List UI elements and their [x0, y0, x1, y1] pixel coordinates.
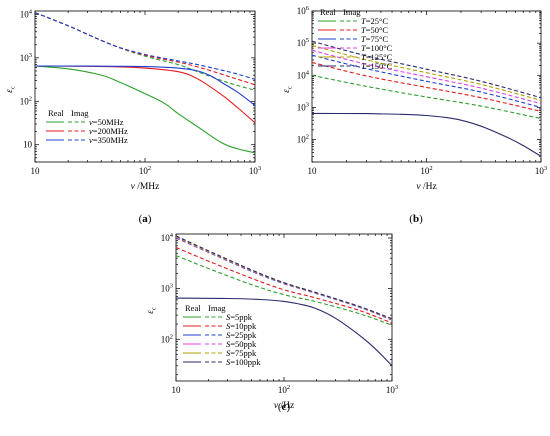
y-tick-label: 103: [297, 101, 309, 112]
y-tick-label: 106: [297, 5, 310, 16]
panel-label: (a): [139, 213, 152, 225]
series-5-imag-line: [312, 45, 541, 100]
y-tick-label: 104: [297, 69, 310, 80]
x-axis-label: v /Hz: [416, 182, 436, 192]
real-curve: [312, 113, 541, 156]
x-tick-label: 102: [420, 165, 432, 176]
y-tick-label: 102: [20, 95, 32, 106]
x-tick-label: 103: [249, 165, 261, 176]
x-tick-label: 10: [308, 166, 318, 176]
y-axis-label: εc: [282, 86, 294, 93]
legend-header-imag: Imag: [71, 108, 89, 118]
legend: Real ImagS=5ppkS=10ppkS=25ppkS=50ppkS=75p…: [183, 303, 261, 367]
x-tick-label: 10: [31, 166, 41, 176]
panel-label: (c): [278, 401, 291, 413]
legend: Real ImagT=25°CT=50°CT=75°CT=100°CT=125°C…: [318, 7, 393, 71]
series-3-real-line: [35, 66, 255, 106]
legend-header-real: Real: [48, 108, 64, 118]
legend-header-imag: Imag: [208, 303, 226, 313]
y-tick-label: 103: [161, 283, 173, 294]
x-tick-label: 103: [535, 165, 547, 176]
x-tick-label: 102: [278, 384, 290, 395]
legend-header-real: Real: [320, 7, 336, 17]
y-tick-label: 105: [297, 37, 309, 48]
legend-label: v=350MHz: [89, 135, 128, 145]
series-2-imag-line: [312, 63, 541, 112]
y-tick-label: 103: [20, 52, 32, 63]
x-tick-label: 103: [386, 384, 398, 395]
series-1-imag-line: [176, 256, 392, 326]
x-tick-label: 102: [139, 165, 151, 176]
y-tick-label: 102: [161, 333, 173, 344]
x-axis-label: v /MHz: [131, 182, 160, 192]
x-tick-label: 10: [172, 385, 182, 395]
legend-label: S=100ppk: [226, 357, 261, 367]
y-axis-label: εc: [146, 307, 158, 314]
plot-frame: [312, 11, 541, 162]
y-tick-label: 102: [297, 134, 309, 145]
legend-header-imag: Imag: [343, 7, 361, 17]
y-tick-label: 104: [20, 8, 33, 19]
plot-frame: [35, 11, 255, 162]
y-axis-label: εc: [5, 86, 17, 93]
series-2-imag-line: [35, 13, 255, 85]
series-3-imag-line: [35, 13, 255, 80]
series-6-imag-line: [312, 41, 541, 97]
series-1-imag-line: [35, 13, 255, 91]
series-3-imag-line: [312, 55, 541, 107]
legend-header-real: Real: [185, 303, 201, 313]
y-tick-label: 104: [161, 232, 174, 243]
legend-label: T=150°C: [361, 61, 393, 71]
chart-panel-2: 10 102 103 102 103 104 105 106 v /Hz εc Real Imag T=…: [282, 5, 547, 225]
series-4-imag-line: [312, 50, 541, 103]
panel-label: (b): [409, 213, 423, 225]
y-tick-label: 10: [23, 140, 33, 150]
